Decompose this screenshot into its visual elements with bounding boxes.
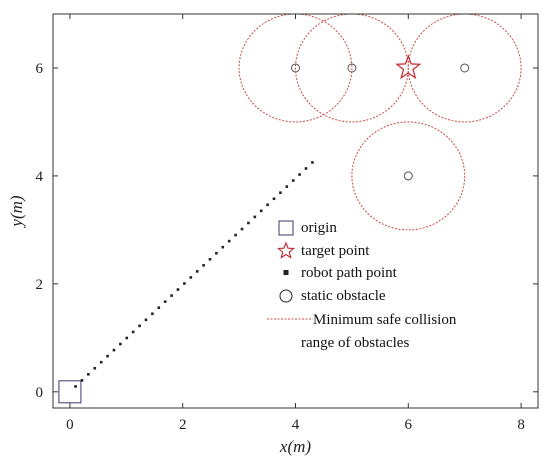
y-axis-label: y(m) (7, 195, 26, 228)
robot-path-point (215, 251, 218, 255)
robot-path-point (112, 348, 116, 352)
safe-range-circle (351, 121, 466, 231)
robot-path-point (170, 294, 173, 297)
robot-path-point (125, 336, 129, 340)
robot-path-point (298, 173, 301, 176)
robot-path-point (80, 379, 84, 382)
robot-path-point (304, 167, 308, 170)
safe-range-circle (407, 13, 522, 123)
x-tick-label: 0 (66, 417, 74, 433)
robot-path-point (253, 215, 257, 219)
x-tick-label: 2 (179, 417, 187, 433)
robot-path-point (311, 161, 314, 164)
robot-path-point (131, 330, 135, 334)
legend-path-icon (283, 270, 289, 275)
robot-path-point (221, 245, 225, 249)
legend-target-label: target point (301, 243, 370, 259)
legend-origin-label: origin (301, 220, 337, 236)
legend-obstacle-icon (279, 289, 293, 303)
robot-path-point (99, 360, 103, 364)
robot-path-point (151, 312, 154, 316)
static-obstacle-marker (403, 171, 413, 181)
x-tick-label: 4 (292, 417, 300, 433)
static-obstacle-marker (460, 63, 470, 73)
legend-origin-icon (278, 220, 294, 236)
x-tick-label: 8 (517, 417, 525, 433)
robot-path-point (119, 342, 122, 346)
robot-path-point (285, 185, 289, 188)
robot-path-point (189, 276, 193, 279)
robot-path-point (176, 288, 180, 291)
robot-path-point (266, 203, 269, 207)
robot-path-point (163, 300, 167, 303)
x-axis-label: x(m) (279, 437, 311, 456)
robot-path-point (279, 191, 282, 194)
robot-path-point (157, 306, 161, 310)
robot-path-point (138, 324, 141, 328)
robot-path-point (202, 264, 205, 267)
plot-frame (52, 13, 539, 409)
robot-path-point (144, 318, 148, 322)
robot-path-point (74, 385, 77, 388)
legend-target-icon (276, 241, 296, 259)
robot-path-point (208, 257, 212, 261)
legend: origin target point robot path point static… (267, 220, 457, 351)
robot-path-point (247, 221, 250, 225)
robot-path-point (183, 282, 186, 285)
static-obstacle-marker (291, 63, 300, 73)
robot-path-point (87, 373, 90, 376)
legend-range-label-line1: Minimum safe collision (313, 312, 457, 328)
y-tick-label: 4 (36, 169, 44, 185)
robot-path-point (272, 197, 276, 201)
static-obstacle-marker (347, 63, 357, 73)
x-tick-label: 6 (405, 417, 413, 433)
robot-path-point (234, 233, 237, 237)
robot-path-point (291, 179, 295, 182)
legend-range-label-line2: range of obstacles (301, 335, 409, 351)
origin-marker (58, 380, 82, 404)
robot-path-point (240, 227, 244, 231)
plot-area (58, 13, 522, 404)
y-tick-label: 6 (36, 61, 44, 77)
robot-path-point (259, 209, 263, 213)
y-tick-label: 0 (36, 385, 44, 401)
y-tick-label: 2 (36, 277, 44, 293)
target-point-marker (395, 54, 422, 80)
legend-path-label: robot path point (301, 265, 398, 281)
robot-path-point (227, 239, 231, 243)
robot-path-point (195, 270, 199, 273)
robot-path-point (106, 354, 109, 358)
axes: 0 2 4 6 8 0 2 4 6 x(m) y(m) (7, 13, 539, 456)
legend-obstacle-label: static obstacle (301, 288, 386, 304)
robot-path-point (93, 366, 97, 370)
